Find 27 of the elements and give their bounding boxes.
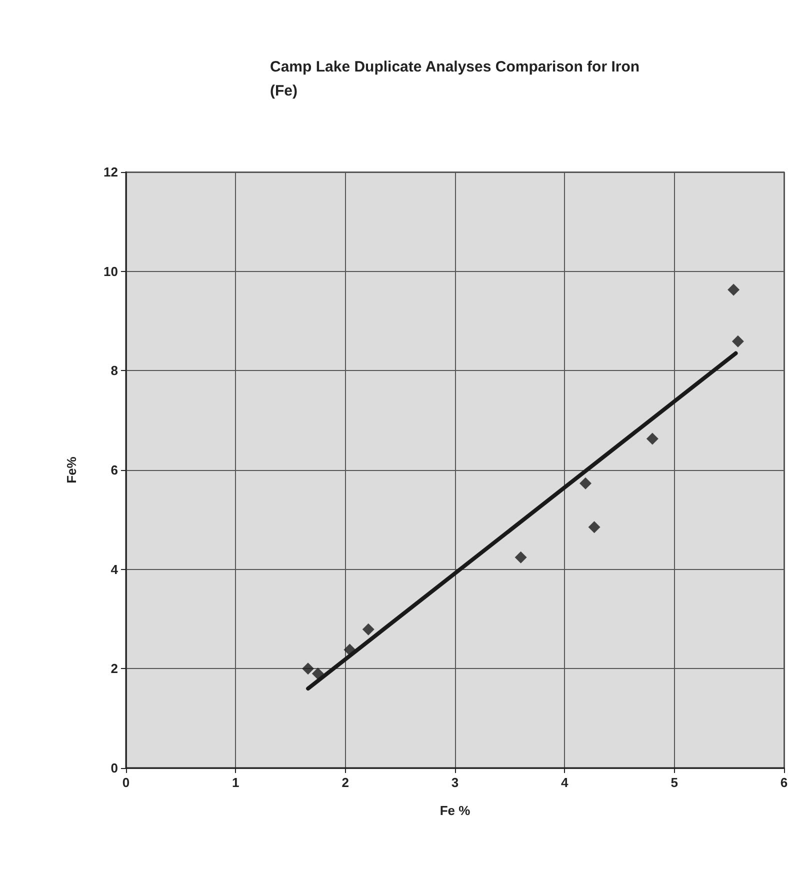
x-axis-title: Fe % — [440, 803, 471, 818]
point — [728, 284, 740, 296]
x-tick-label: 5 — [670, 775, 678, 790]
chart-title: Camp Lake Duplicate Analyses Comparison for Iron (Fe) — [270, 58, 644, 100]
y-tick-label: 2 — [110, 661, 118, 676]
x-tick-label: 3 — [451, 775, 459, 790]
point — [580, 477, 592, 490]
point — [312, 668, 324, 680]
point — [646, 432, 658, 445]
x-tick-label: 1 — [232, 775, 240, 790]
point — [514, 551, 527, 564]
x-tick-label: 6 — [780, 775, 788, 790]
y-tick-label: 12 — [104, 164, 118, 180]
point — [362, 623, 374, 636]
point — [588, 521, 600, 534]
y-tick-label: 4 — [110, 562, 119, 577]
point — [732, 335, 744, 348]
y-tick-label: 0 — [110, 760, 118, 776]
x-tick-label: 2 — [342, 775, 349, 790]
y-tick-label: 8 — [110, 363, 118, 378]
x-tick-label: 0 — [122, 775, 130, 790]
point — [302, 662, 314, 675]
y-axis-title: Fe% — [64, 456, 79, 484]
point — [344, 644, 356, 656]
y-tick-label: 6 — [110, 462, 118, 478]
x-tick-label: 4 — [561, 775, 570, 790]
y-tick-label: 10 — [104, 264, 118, 279]
